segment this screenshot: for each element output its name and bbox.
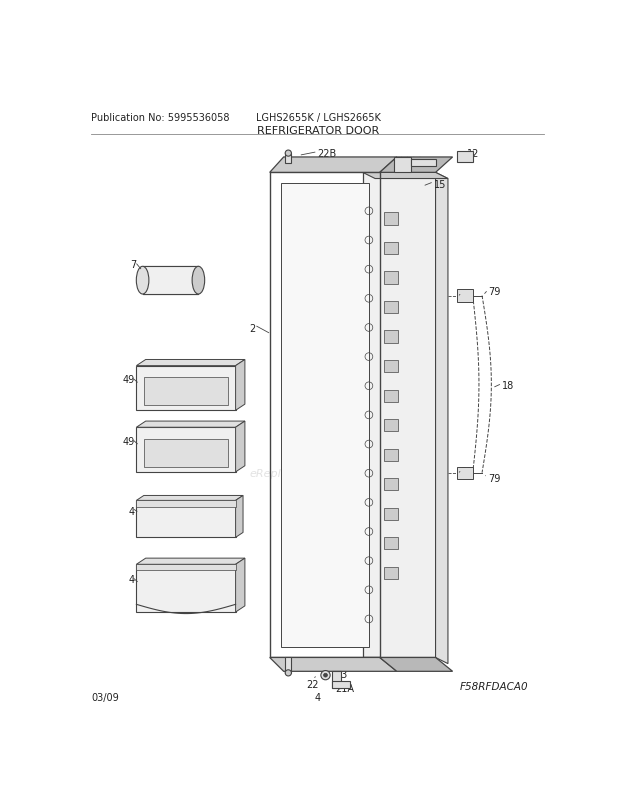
Text: 03/09: 03/09 — [92, 692, 119, 703]
Polygon shape — [384, 508, 397, 520]
Circle shape — [285, 151, 291, 157]
Polygon shape — [143, 267, 198, 294]
Polygon shape — [384, 272, 397, 285]
Text: eReplacementParts.com: eReplacementParts.com — [250, 468, 386, 478]
Text: 21A: 21A — [335, 683, 354, 693]
Text: 2: 2 — [249, 323, 256, 333]
Text: LGHS2655K / LGHS2665K: LGHS2655K / LGHS2665K — [255, 113, 381, 124]
Text: 22: 22 — [306, 679, 319, 689]
Polygon shape — [285, 154, 291, 164]
Polygon shape — [384, 419, 397, 431]
Polygon shape — [136, 500, 236, 507]
Text: 15: 15 — [434, 180, 446, 189]
Polygon shape — [410, 160, 435, 167]
Text: 79: 79 — [489, 287, 500, 297]
Text: 13: 13 — [336, 669, 348, 679]
Ellipse shape — [136, 267, 149, 294]
Polygon shape — [379, 158, 453, 173]
Polygon shape — [236, 496, 243, 537]
Polygon shape — [435, 173, 448, 664]
Polygon shape — [384, 213, 397, 225]
Polygon shape — [270, 658, 397, 671]
Polygon shape — [384, 361, 397, 373]
Polygon shape — [136, 565, 236, 571]
Circle shape — [324, 674, 327, 677]
Polygon shape — [384, 537, 397, 549]
Polygon shape — [136, 565, 236, 612]
Polygon shape — [136, 360, 245, 367]
Text: 7: 7 — [130, 260, 136, 270]
Text: 4: 4 — [129, 574, 135, 585]
Polygon shape — [285, 658, 291, 673]
Polygon shape — [236, 422, 245, 472]
Polygon shape — [332, 671, 341, 688]
Polygon shape — [270, 158, 397, 173]
Polygon shape — [136, 427, 236, 472]
Text: F58RFDACA0: F58RFDACA0 — [460, 681, 528, 691]
Polygon shape — [363, 173, 435, 658]
Polygon shape — [384, 302, 397, 314]
Polygon shape — [136, 496, 243, 500]
Polygon shape — [236, 360, 245, 411]
Polygon shape — [144, 378, 228, 405]
Text: REFRIGERATOR DOOR: REFRIGERATOR DOOR — [257, 125, 379, 136]
Text: 80: 80 — [460, 290, 472, 300]
Text: 80: 80 — [460, 467, 472, 477]
Text: 18: 18 — [502, 381, 515, 391]
Polygon shape — [332, 681, 350, 688]
Text: 12: 12 — [467, 148, 479, 159]
Circle shape — [321, 670, 330, 680]
Ellipse shape — [192, 267, 205, 294]
Polygon shape — [136, 558, 245, 565]
Polygon shape — [379, 658, 453, 671]
Polygon shape — [384, 331, 397, 343]
Polygon shape — [384, 390, 397, 403]
Text: Publication No: 5995536058: Publication No: 5995536058 — [92, 113, 230, 124]
Polygon shape — [384, 479, 397, 491]
Polygon shape — [280, 184, 369, 647]
Polygon shape — [458, 290, 472, 302]
Polygon shape — [363, 173, 448, 180]
Polygon shape — [384, 567, 397, 579]
Polygon shape — [136, 500, 236, 537]
Polygon shape — [384, 449, 397, 461]
Text: 49: 49 — [123, 375, 135, 385]
Polygon shape — [384, 243, 397, 255]
Polygon shape — [236, 558, 245, 612]
Polygon shape — [458, 152, 472, 162]
Polygon shape — [458, 467, 472, 480]
Circle shape — [285, 670, 291, 676]
Polygon shape — [144, 439, 228, 467]
Text: 4: 4 — [129, 506, 135, 516]
Text: 22B: 22B — [317, 148, 337, 159]
Text: 79: 79 — [489, 473, 500, 483]
Polygon shape — [394, 158, 410, 173]
Polygon shape — [136, 422, 245, 427]
Text: 49: 49 — [123, 436, 135, 446]
Text: 4: 4 — [315, 692, 321, 703]
Polygon shape — [136, 367, 236, 411]
